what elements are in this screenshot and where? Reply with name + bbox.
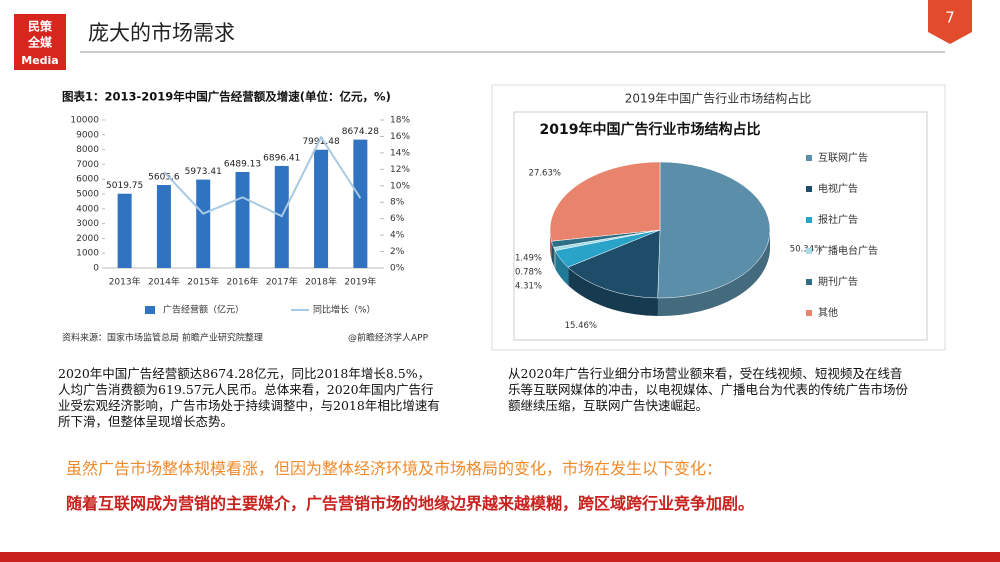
pie-slice: [657, 161, 771, 299]
bar: [235, 171, 250, 268]
logo-text: 民策: [28, 19, 53, 34]
y-tick-label: 4000: [76, 204, 99, 214]
legend-label: 电视广告: [818, 182, 858, 195]
logo-text: Media: [21, 54, 58, 67]
y-tick-label: 7000: [76, 160, 99, 170]
y2-tick-label: 0%: [390, 264, 405, 274]
x-tick-label: 2019年: [344, 276, 376, 288]
y2-tick-label: 8%: [390, 198, 405, 208]
legend-swatch: [806, 310, 812, 316]
y2-tick-label: 10%: [390, 181, 410, 191]
slide-title: 庞大的市场需求: [88, 21, 235, 45]
y-tick-label: 8000: [76, 145, 99, 155]
y-tick-label: 0: [93, 264, 99, 274]
paragraph: 2020年中国广告经营额达8674.28亿元，同比2018年增长8.5%，人均广…: [58, 366, 440, 429]
y2-tick-label: 4%: [390, 231, 405, 241]
legend-swatch: [806, 248, 812, 254]
chart-caption: 2019年中国广告行业市场结构占比: [625, 91, 812, 106]
value-label: 6896.41: [263, 153, 300, 163]
legend-label: 报社广告: [818, 213, 858, 226]
y2-tick-label: 2%: [390, 247, 405, 257]
legend-label: 互联网广告: [818, 151, 868, 164]
legend-label: 其他: [818, 306, 838, 319]
x-tick-label: 2017年: [266, 276, 298, 288]
y-tick-label: 10000: [70, 116, 99, 126]
value-label: 6489.13: [224, 159, 261, 169]
chart-source: 资料来源：国家市场监管总局 前瞻产业研究院整理: [62, 332, 263, 344]
x-tick-label: 2018年: [305, 276, 337, 288]
bar: [314, 149, 329, 268]
y2-tick-label: 6%: [390, 214, 405, 224]
x-tick-label: 2014年: [148, 276, 180, 288]
logo-text: 全媒: [27, 35, 53, 50]
y-tick-label: 6000: [76, 175, 99, 185]
legend-label: 广播电台广告: [818, 244, 878, 257]
y-tick-label: 3000: [76, 219, 99, 229]
highlight-text: 虽然广告市场整体规模看涨，但因为整体经济环境及市场格局的变化，市场在发生以下变化…: [66, 459, 723, 478]
value-label: 5019.75: [106, 181, 143, 191]
value-label: 7991.48: [302, 137, 339, 147]
y-tick-label: 5000: [76, 190, 99, 200]
legend-swatch: [806, 155, 812, 161]
y-tick-label: 9000: [76, 130, 99, 140]
legend-swatch: [806, 279, 812, 285]
y-tick-label: 1000: [76, 249, 99, 259]
x-tick-label: 2013年: [109, 276, 141, 288]
legend-swatch: [145, 306, 155, 314]
line: [163, 135, 362, 218]
y2-tick-label: 18%: [390, 116, 410, 126]
bar: [156, 185, 171, 268]
logo: [14, 14, 66, 70]
x-tick-label: 2015年: [187, 276, 219, 288]
paragraph: 从2020年广告行业细分市场营业额来看，受在线视频、短视频及在线音乐等互联网媒体…: [508, 366, 909, 413]
chart-title: 图表1：2013-2019年中国广告经营额及增速(单位：亿元，%): [62, 90, 391, 104]
legend-label: 期刊广告: [818, 275, 858, 288]
y2-tick-label: 14%: [390, 148, 410, 158]
legend-label: 广告经营额（亿元）: [163, 304, 244, 316]
value-label: 1.49%: [515, 253, 542, 263]
bar: [117, 193, 132, 268]
page-badge: [928, 0, 972, 44]
value-label: 5973.41: [185, 167, 222, 177]
chart-title: 2019年中国广告行业市场结构占比: [540, 121, 761, 138]
legend-label: 同比增长（%）: [313, 304, 376, 316]
y2-tick-label: 12%: [390, 165, 410, 175]
legend-swatch: [806, 186, 812, 192]
value-label: 4.31%: [515, 281, 542, 291]
value-label: 5605.6: [148, 173, 180, 183]
y2-tick-label: 16%: [390, 132, 410, 142]
value-label: 27.63%: [529, 168, 561, 178]
value-label: 0.78%: [515, 267, 542, 277]
pie-slice: [567, 229, 661, 299]
value-label: 8674.28: [342, 127, 379, 137]
y-tick-label: 2000: [76, 234, 99, 244]
page-number: 7: [945, 9, 955, 27]
bar: [353, 139, 368, 268]
x-tick-label: 2016年: [227, 276, 259, 288]
legend-swatch: [806, 217, 812, 223]
chart-credit: @前瞻经济学人APP: [348, 332, 429, 344]
bar: [196, 179, 211, 268]
highlight-text: 随着互联网成为营销的主要媒介，广告营销市场的地缘边界越来越模糊，跨区域跨行业竞争…: [66, 494, 755, 513]
footer-bar: [0, 552, 1000, 562]
value-label: 15.46%: [565, 321, 597, 331]
pie-slice: [549, 161, 661, 242]
